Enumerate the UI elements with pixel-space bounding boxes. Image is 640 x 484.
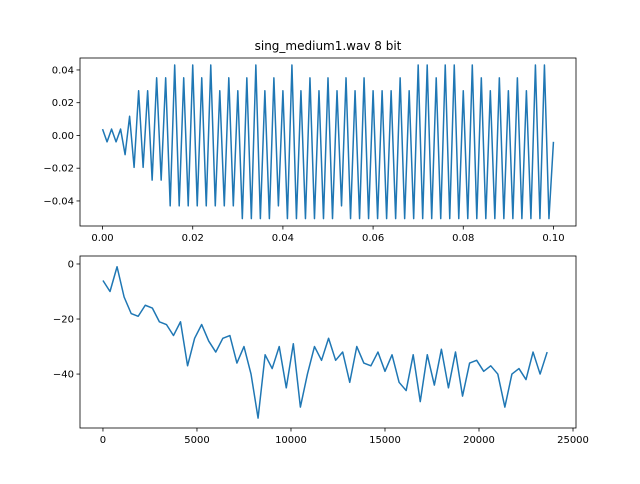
x-tick-label: 10000 xyxy=(275,435,307,446)
y-tick-label: −40 xyxy=(53,370,74,381)
x-tick-label: 20000 xyxy=(463,435,495,446)
x-tick-label: 0.08 xyxy=(452,233,474,244)
y-tick-label: 0.02 xyxy=(52,98,74,109)
axes-frame xyxy=(79,255,577,429)
x-tick-label: 0.04 xyxy=(272,233,294,244)
y-tick-label: −0.04 xyxy=(43,196,74,207)
x-tick-label: 0.02 xyxy=(182,233,204,244)
data-line xyxy=(102,265,548,419)
x-tick-label: 0 xyxy=(100,435,106,446)
axes-frame xyxy=(79,57,577,227)
chart-title: sing_medium1.wav 8 bit xyxy=(255,39,402,53)
y-tick-label: −0.02 xyxy=(43,164,74,175)
data-line xyxy=(101,64,555,220)
x-tick-label: 5000 xyxy=(184,435,209,446)
y-tick-label: −20 xyxy=(53,315,74,326)
x-tick-label: 0.06 xyxy=(362,233,384,244)
x-tick-label: 0.10 xyxy=(542,233,564,244)
y-tick-label: 0.04 xyxy=(52,65,74,76)
x-tick-label: 25000 xyxy=(557,435,589,446)
x-tick-label: 0.00 xyxy=(91,233,113,244)
x-tick-label: 15000 xyxy=(369,435,401,446)
y-tick-label: 0.00 xyxy=(52,131,74,142)
y-tick-label: 0 xyxy=(68,259,74,270)
